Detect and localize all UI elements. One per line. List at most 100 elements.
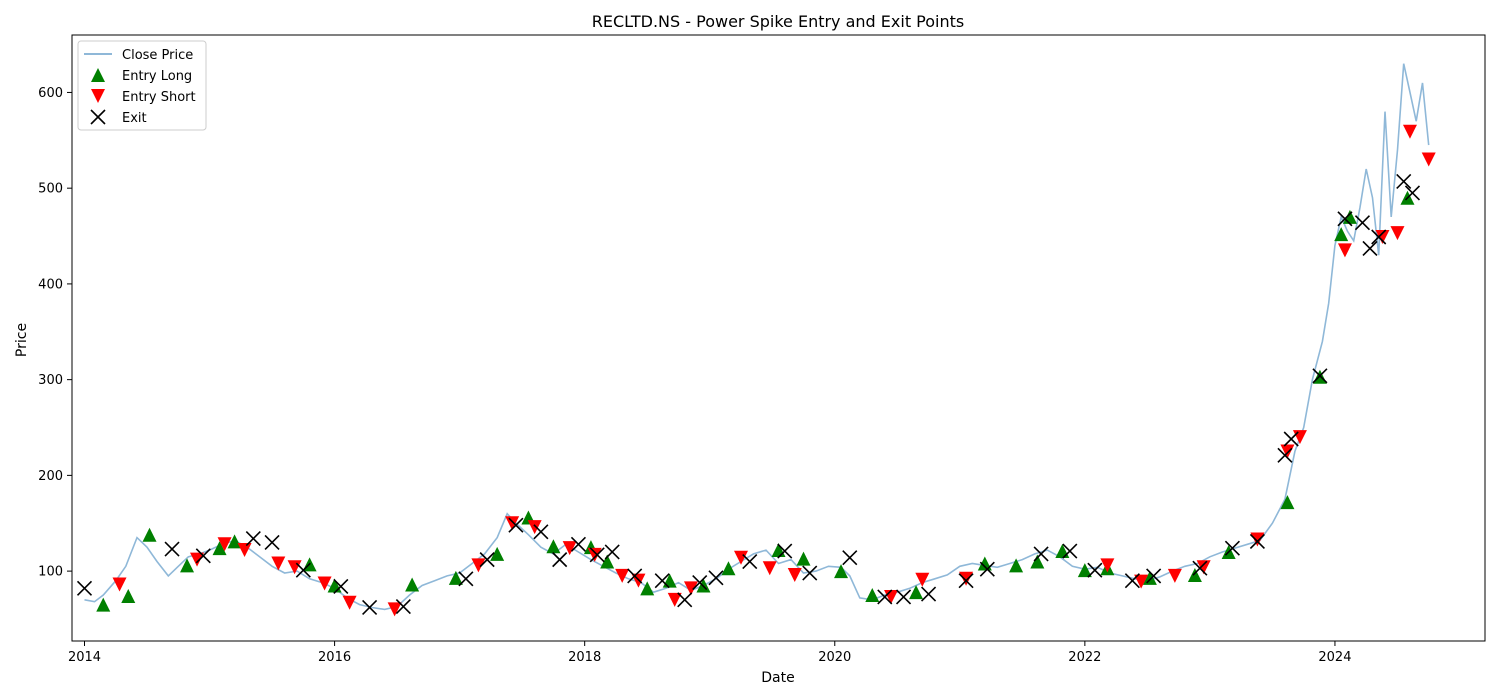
x-tick-label: 2022: [1068, 650, 1101, 665]
entry-long-marker: [865, 588, 880, 603]
entry-short-marker: [587, 547, 602, 562]
y-axis: 100 200 300 400 500 600: [38, 86, 72, 580]
exit-marker: [742, 553, 758, 570]
entry-long-marker: [1077, 563, 1092, 578]
entry-long-marker: [121, 589, 136, 604]
entry-short-marker: [471, 558, 486, 573]
legend-label-entry-long: Entry Long: [122, 69, 192, 84]
entry-long-marker: [227, 534, 242, 549]
y-tick-label: 600: [38, 86, 63, 101]
chart-title: RECLTD.NS - Power Spike Entry and Exit P…: [592, 12, 965, 31]
entry-long-marker: [142, 527, 157, 542]
entry-long-marker: [448, 570, 463, 585]
legend-label-close: Close Price: [122, 48, 193, 63]
exit-marker: [1062, 543, 1078, 559]
entry-short-marker: [1280, 444, 1295, 459]
x-axis: 2014 2016 2018 2020 2022 2024: [68, 641, 1351, 665]
exit-marker: [920, 586, 937, 602]
y-tick-label: 200: [38, 469, 63, 484]
close-price-line: [84, 63, 1430, 611]
entry-short-marker: [915, 572, 930, 587]
entry-short-marker: [1100, 558, 1115, 573]
entry-short-marker: [1375, 230, 1390, 244]
exit-marker: [802, 565, 818, 581]
entry-long-marker: [834, 564, 849, 579]
exit-marker: [1087, 562, 1103, 578]
legend-label-exit: Exit: [122, 111, 147, 126]
exit-marker: [533, 524, 549, 540]
legend-box: [77, 40, 207, 131]
exit-marker: [1396, 173, 1412, 190]
entry-short-marker: [615, 568, 630, 583]
exit-marker: [692, 575, 708, 591]
entry-short-marker: [683, 581, 698, 596]
y-tick-label: 500: [38, 182, 63, 197]
entry-long-marker: [977, 556, 992, 571]
exit-marker: [552, 552, 568, 568]
entry-short-marker: [505, 516, 520, 531]
exit-marker: [1404, 185, 1421, 201]
x-axis-label: Date: [761, 670, 794, 686]
entry-long-marker: [721, 561, 736, 576]
exit-marker: [1312, 368, 1328, 384]
entry-short-marker: [787, 567, 802, 582]
entry-long-marker: [1009, 558, 1024, 573]
entry-long-marker: [1142, 570, 1157, 585]
y-tick-label: 100: [38, 565, 63, 580]
exit-marker: [362, 599, 378, 616]
exit-marker: [1371, 229, 1387, 245]
entry-short-marker: [1134, 574, 1149, 589]
entry-long-marker: [1334, 227, 1349, 242]
entry-long-marker: [546, 539, 561, 554]
entry-long-marker: [405, 577, 420, 592]
x-tick-label: 2016: [318, 650, 351, 665]
legend: Close Price Entry Long Entry Short Exit: [77, 40, 207, 131]
exit-marker: [570, 536, 586, 552]
exit-marker: [895, 589, 912, 605]
entry-short-marker: [527, 520, 542, 535]
entry-short-marker: [1250, 532, 1265, 547]
exit-marker: [333, 578, 349, 594]
legend-triangle-up-icon: [91, 68, 105, 82]
exit-marker: [264, 534, 280, 550]
exit-marker: [245, 530, 261, 547]
exit-marker: [958, 573, 974, 589]
entry-long-marker: [909, 585, 924, 600]
entry-short-marker: [237, 543, 252, 558]
exit-marker: [589, 547, 605, 563]
entry-short-marker: [1196, 560, 1211, 575]
exit-marker: [508, 517, 524, 533]
y-tick-label: 400: [38, 277, 63, 292]
exit-marker: [627, 568, 643, 584]
exit-marker: [1337, 211, 1353, 227]
y-tick-label: 300: [38, 373, 63, 388]
exit-marker: [979, 561, 995, 577]
exit-marker: [195, 548, 211, 564]
entry-short-marker: [1337, 243, 1352, 258]
entry-short-marker: [317, 576, 332, 591]
exit-marker: [777, 543, 793, 559]
legend-label-entry-short: Entry Short: [122, 90, 196, 105]
entry-short-marker: [1421, 152, 1436, 167]
entry-short-marker: [387, 602, 402, 617]
exit-marker: [1283, 431, 1299, 447]
exit-marker: [877, 589, 893, 605]
entry-short-marker: [733, 550, 748, 565]
entry-long-marker: [640, 581, 655, 596]
exit-marker: [708, 570, 724, 586]
x-tick-label: 2014: [68, 650, 101, 665]
exit-marker: [76, 580, 93, 596]
legend-triangle-down-icon: [91, 89, 105, 103]
entry-long-marker: [600, 554, 615, 569]
x-tick-label: 2020: [818, 650, 851, 665]
entry-short-marker: [271, 556, 286, 571]
entry-short-marker: [217, 537, 232, 552]
legend-x-icon: [90, 109, 106, 125]
entry-long-marker: [796, 551, 811, 566]
exit-marker: [458, 571, 474, 587]
exit-marker: [395, 598, 411, 615]
entry-long-marker: [1030, 554, 1045, 569]
exit-marker: [1146, 568, 1162, 584]
